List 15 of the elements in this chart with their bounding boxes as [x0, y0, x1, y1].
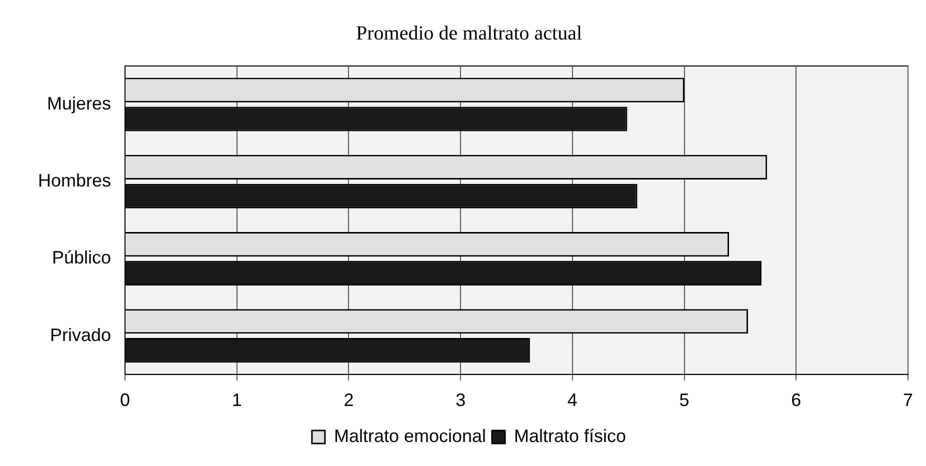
x-tick-label: 7 — [902, 390, 914, 410]
x-tick-label: 3 — [456, 390, 466, 410]
x-tick-label: 5 — [679, 390, 690, 410]
x-tick-label: 0 — [120, 390, 130, 410]
y-tick-label: Público — [52, 248, 112, 268]
x-tick-label: 2 — [344, 390, 354, 410]
legend-label: Maltrato físico — [514, 426, 626, 446]
y-tick-label: Privado — [50, 324, 112, 345]
x-tick-label: 1 — [232, 390, 242, 410]
x-tick-label: 4 — [567, 390, 578, 410]
y-tick-label: Hombres — [38, 170, 112, 191]
legend-label: Maltrato emocional — [334, 426, 486, 446]
y-tick-label: Mujeres — [46, 94, 112, 114]
x-tick-label: 6 — [791, 390, 802, 410]
chart-title: Promedio de maltrato actual — [356, 22, 582, 44]
